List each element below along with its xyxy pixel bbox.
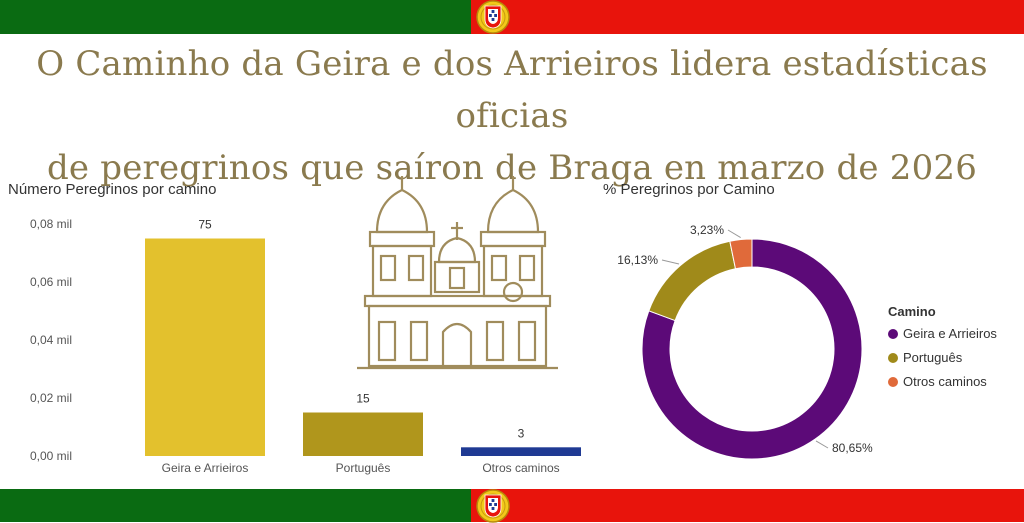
page-title: O Caminho da Geira e dos Arrieiros lider… bbox=[0, 38, 1024, 194]
x-category-label: Português bbox=[336, 461, 391, 475]
y-tick-label: 0,08 mil bbox=[30, 217, 72, 231]
y-tick-label: 0,04 mil bbox=[30, 333, 72, 347]
y-tick-label: 0,06 mil bbox=[30, 275, 72, 289]
donut-chart-title: % Peregrinos por Camino bbox=[603, 181, 775, 198]
x-category-label: Geira e Arrieiros bbox=[162, 461, 249, 475]
legend-swatch bbox=[888, 353, 898, 363]
coat-of-arms-icon bbox=[476, 489, 510, 523]
flag-band-top bbox=[0, 0, 1024, 34]
donut-slice bbox=[729, 238, 753, 270]
legend-swatch bbox=[888, 377, 898, 387]
donut-slice bbox=[648, 240, 737, 322]
donut-chart: 80,65% 16,13% 3,23% Camino Geira e Arrieiros… bbox=[617, 223, 997, 460]
leader-line bbox=[727, 229, 741, 239]
bar-data-label: 75 bbox=[198, 218, 212, 232]
title-line-1: O Caminho da Geira e dos Arrieiros lider… bbox=[36, 44, 988, 136]
y-tick-label: 0,02 mil bbox=[30, 391, 72, 405]
legend-item-label: Geira e Arrieiros bbox=[903, 326, 997, 341]
legend-title: Camino bbox=[888, 304, 936, 319]
x-category-label: Otros caminos bbox=[482, 461, 559, 475]
bar-data-label: 15 bbox=[356, 392, 370, 406]
legend-item-label: Português bbox=[903, 350, 963, 365]
coat-of-arms-icon bbox=[476, 0, 510, 34]
bar bbox=[145, 238, 265, 456]
flag-band-bottom bbox=[0, 489, 1024, 523]
bar bbox=[303, 412, 423, 456]
slice-data-label: 16,13% bbox=[617, 253, 658, 267]
slice-data-label: 80,65% bbox=[832, 441, 873, 455]
bar-chart-title: Número Peregrinos por camino bbox=[8, 181, 217, 198]
legend-swatch bbox=[888, 329, 898, 339]
bar-chart: 0,00 mil 0,02 mil 0,04 mil 0,06 mil 0,08 mil… bbox=[30, 217, 581, 475]
y-tick-label: 0,00 mil bbox=[30, 449, 72, 463]
bar bbox=[461, 447, 581, 456]
leader-line bbox=[661, 259, 680, 265]
leader-line bbox=[815, 440, 829, 449]
donut-slice bbox=[641, 238, 863, 460]
bar-data-label: 3 bbox=[518, 426, 525, 440]
church-illustration-icon bbox=[357, 176, 558, 370]
legend-item-label: Otros caminos bbox=[903, 374, 987, 389]
slice-data-label: 3,23% bbox=[690, 223, 724, 237]
